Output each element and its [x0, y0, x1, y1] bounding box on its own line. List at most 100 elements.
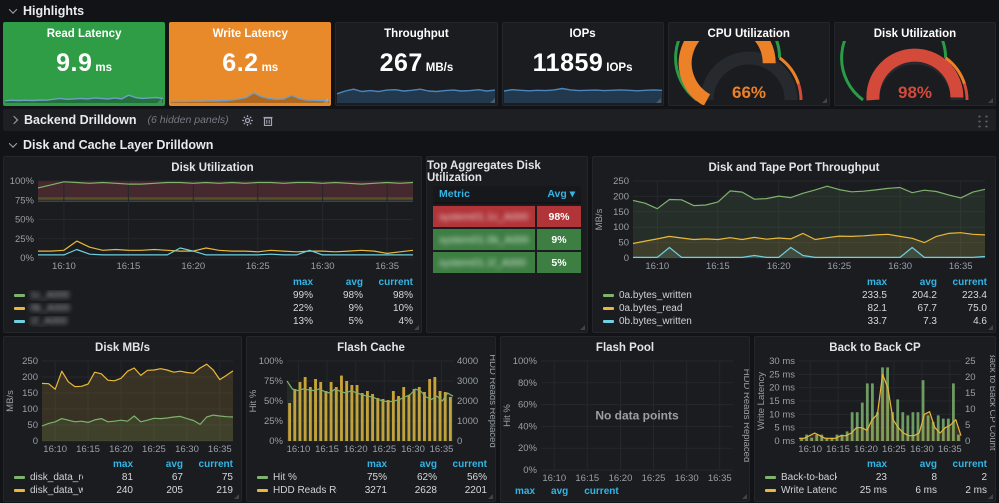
row-header-backend-drilldown[interactable]: Backend Drilldown (6 hidden panels): [3, 109, 996, 131]
legend-header-max[interactable]: max: [837, 459, 887, 470]
svg-text:200: 200: [22, 372, 38, 383]
svg-text:16:20: 16:20: [344, 444, 368, 455]
svg-text:0%: 0%: [269, 436, 283, 447]
panel-title[interactable]: Flash Cache: [247, 337, 495, 355]
disk-mbs-chart[interactable]: 16:1016:1516:2016:2516:3016:350501001502…: [4, 355, 241, 456]
legend-header-avg[interactable]: avg: [133, 459, 183, 470]
series-swatch: [603, 307, 614, 310]
legend-header-current[interactable]: current: [183, 459, 233, 470]
panel-title[interactable]: Disk MB/s: [4, 337, 241, 355]
panel-title[interactable]: Top Aggregates Disk Utilization: [427, 157, 587, 184]
row-drag-handle-icon[interactable]: [975, 113, 988, 128]
svg-text:16:15: 16:15: [826, 444, 850, 455]
flash-cache-chart[interactable]: 16:1016:1516:2016:2516:3016:350%25%50%75…: [247, 355, 495, 456]
table-header: Metric Avg ▾: [433, 186, 581, 204]
svg-text:20: 20: [965, 372, 976, 383]
legend-avg: 5%: [313, 316, 363, 327]
legend-header-current[interactable]: current: [363, 277, 413, 288]
legend-max: 82.1: [837, 303, 887, 314]
svg-text:98%: 98%: [898, 83, 932, 102]
stat-number: 11859: [533, 49, 604, 77]
series-name: 0a.bytes_read: [619, 303, 682, 314]
svg-text:16:25: 16:25: [246, 261, 270, 272]
row-header-disk-cache-drilldown[interactable]: Disk and Cache Layer Drilldown: [2, 134, 997, 156]
svg-text:16:10: 16:10: [287, 444, 311, 455]
svg-text:16:25: 16:25: [142, 444, 166, 455]
gear-icon[interactable]: [242, 115, 253, 126]
column-metric[interactable]: Metric: [439, 188, 547, 200]
legend-row: 1c_A000 99% 98% 98%: [14, 289, 413, 302]
svg-text:16:15: 16:15: [76, 444, 100, 455]
svg-text:250: 250: [22, 356, 38, 367]
svg-text:250: 250: [613, 176, 629, 187]
legend-header-max[interactable]: max: [515, 486, 535, 497]
legend-header-current[interactable]: current: [937, 277, 987, 288]
back-to-back-cp-chart[interactable]: 16:1016:1516:2016:2516:3016:350 ms5 ms10…: [755, 355, 995, 456]
legend-header-avg[interactable]: avg: [887, 277, 937, 288]
panel-title[interactable]: Disk Utilization: [4, 157, 421, 175]
row-title: Highlights: [23, 4, 84, 18]
svg-text:16:15: 16:15: [315, 444, 339, 455]
panel-title[interactable]: Back to Back CP: [755, 337, 995, 355]
legend-header-max[interactable]: max: [337, 459, 387, 470]
sparkline: [5, 78, 163, 104]
legend-avg: 205: [133, 485, 183, 496]
disk-gauge: 98%: [835, 41, 995, 105]
panel-title[interactable]: Flash Pool: [501, 337, 749, 355]
panel-title[interactable]: Throughput: [336, 23, 496, 41]
row-header-highlights[interactable]: Highlights: [2, 0, 997, 22]
svg-text:16:20: 16:20: [609, 473, 633, 484]
series-swatch: [14, 320, 25, 323]
series-name: 0b.bytes_written: [619, 316, 692, 327]
panel-title[interactable]: Disk Utilization: [835, 23, 995, 41]
disk-tape-chart[interactable]: 16:1016:1516:2016:2516:3016:350501001502…: [593, 175, 995, 274]
panel-title[interactable]: IOPs: [503, 23, 663, 41]
svg-text:16:10: 16:10: [798, 444, 822, 455]
legend-header-avg[interactable]: avg: [313, 277, 363, 288]
stat-unit: MB/s: [426, 62, 453, 74]
svg-text:75%: 75%: [264, 376, 284, 387]
table-row[interactable]: system01.0b_A000 9%: [433, 229, 581, 250]
svg-text:100: 100: [613, 222, 629, 233]
panel-title[interactable]: CPU Utilization: [669, 23, 829, 41]
svg-text:16:20: 16:20: [181, 261, 205, 272]
panel-title[interactable]: Read Latency: [4, 23, 164, 41]
svg-text:16:25: 16:25: [372, 444, 396, 455]
series-swatch: [603, 294, 614, 297]
legend-header-avg[interactable]: avg: [387, 459, 437, 470]
table-row[interactable]: system01.1c_A000 98%: [433, 206, 581, 227]
legend-header-max[interactable]: max: [83, 459, 133, 470]
table-row[interactable]: system01.1f_A000 5%: [433, 252, 581, 273]
legend-current: 2 ms: [937, 485, 987, 496]
legend-header-avg[interactable]: avg: [551, 486, 568, 497]
series-swatch: [765, 476, 776, 479]
legend-header-avg[interactable]: avg: [887, 459, 937, 470]
legend-avg: 98%: [313, 290, 363, 301]
column-avg[interactable]: Avg ▾: [547, 188, 575, 200]
legend-header-current[interactable]: current: [584, 486, 618, 497]
legend-header-max[interactable]: max: [263, 277, 313, 288]
disk-utilization-chart[interactable]: 16:1016:1516:2016:2516:3016:350%25%50%75…: [4, 175, 421, 274]
svg-text:50: 50: [618, 238, 629, 249]
chevron-down-icon: [9, 139, 17, 147]
stat-unit: ms: [262, 62, 279, 74]
trash-icon[interactable]: [263, 115, 273, 126]
panel-title[interactable]: Write Latency: [170, 23, 330, 41]
metric-name-redacted: system01.1c_A000: [439, 211, 528, 223]
legend-current: 56%: [437, 472, 487, 483]
legend-current: 2201: [437, 485, 487, 496]
svg-text:25%: 25%: [264, 416, 284, 427]
flash-pool-chart[interactable]: 16:1016:1516:2016:2516:3016:350%20%40%60…: [501, 355, 749, 485]
legend-header-current[interactable]: current: [937, 459, 987, 470]
legend-header-current[interactable]: current: [437, 459, 487, 470]
legend-current: 98%: [363, 290, 413, 301]
svg-text:16:35: 16:35: [708, 473, 732, 484]
panel-title[interactable]: Disk and Tape Port Throughput: [593, 157, 995, 175]
legend-row: Back-to-back CP Count(right-y) 23 8 2: [765, 471, 987, 484]
svg-text:No data points: No data points: [595, 409, 679, 423]
svg-text:16:10: 16:10: [542, 473, 566, 484]
panel-read-latency: Read Latency 9.9ms: [3, 22, 165, 106]
legend-avg: 62%: [387, 472, 437, 483]
legend-header-max[interactable]: max: [837, 277, 887, 288]
legend-max: 13%: [263, 316, 313, 327]
